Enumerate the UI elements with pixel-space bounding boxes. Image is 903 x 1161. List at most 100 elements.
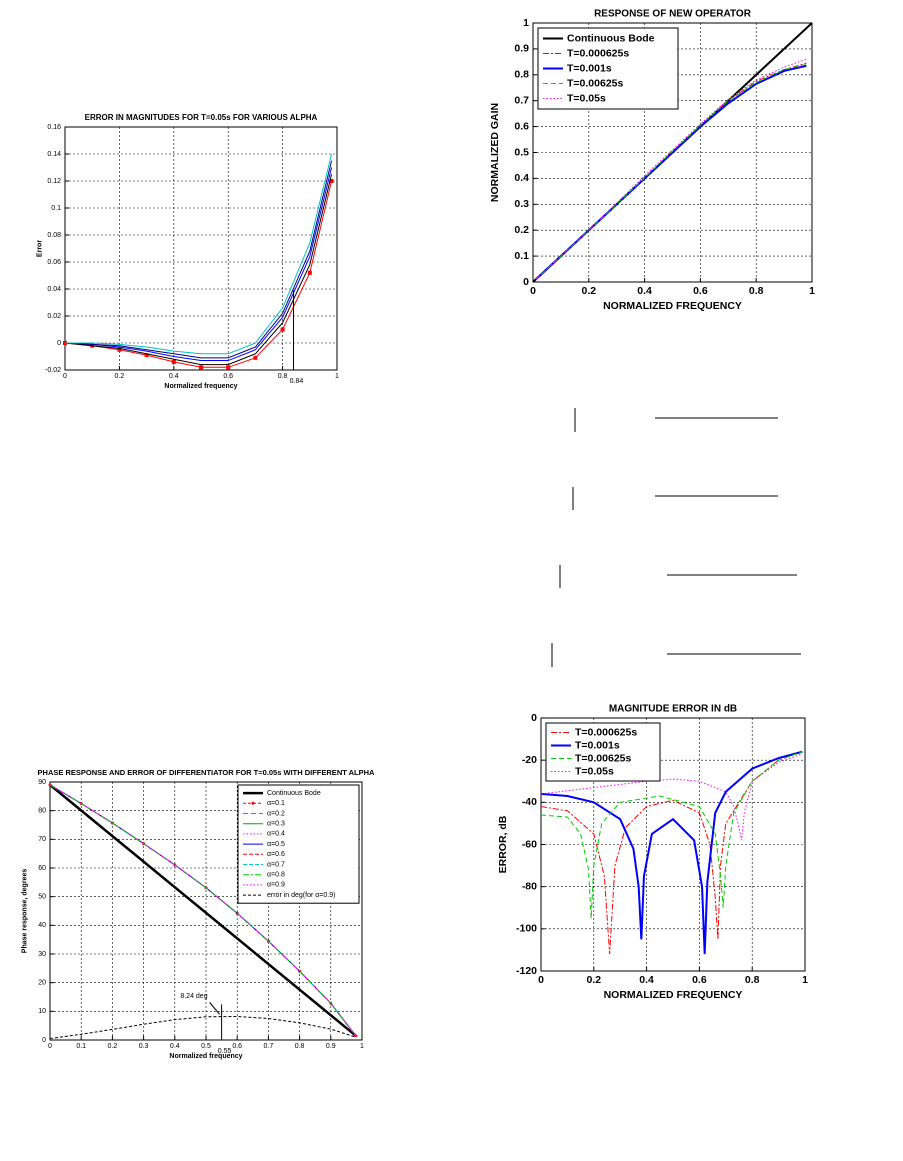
y-tick-label: 90 <box>38 779 46 786</box>
point-marker <box>199 365 203 370</box>
y-tick-label: 20 <box>38 980 46 987</box>
annotation-label: 8.24 deg <box>180 993 207 1000</box>
legend-label: T=0.000625s <box>567 47 629 59</box>
annotation-arrow <box>209 1002 220 1015</box>
y-tick-label: 0.02 <box>47 313 61 320</box>
y-axis-label: NORMALIZED GAIN <box>489 103 501 202</box>
y-tick-label: 0 <box>523 276 529 288</box>
plot-area <box>65 127 337 370</box>
y-tick-label: 0.9 <box>514 43 529 55</box>
chart: 0 0.2 0.4 0.6 0.8 1 -120 -100 -80 -60 -40 -20 0 MAGNI… <box>497 704 808 1001</box>
point-marker <box>253 355 258 360</box>
x-tick-label: 0.4 <box>637 285 652 297</box>
y-tick-label: -100 <box>516 923 537 935</box>
y-tick-label: 0 <box>531 712 537 724</box>
series-line <box>64 174 333 366</box>
legend-label: T=0.000625s <box>575 726 637 738</box>
y-tick-label: -60 <box>522 838 537 850</box>
y-tick-label: 60 <box>38 865 46 872</box>
y-tick-label: 0 <box>42 1037 46 1044</box>
legend-label: T=0.05s <box>575 765 614 777</box>
legend-label: T=0.00625s <box>575 752 632 764</box>
legend-marker <box>251 801 255 805</box>
legend-label: error in deg(for α=0.9) <box>267 892 335 899</box>
series-line <box>49 784 357 1037</box>
x-tick-label: 0.6 <box>692 974 707 986</box>
x-tick-label: 0.3 <box>139 1043 149 1050</box>
x-axis-label: Normalized frequency <box>169 1053 242 1060</box>
x-tick-label: 0.2 <box>586 974 601 986</box>
point-marker <box>144 353 149 358</box>
x-tick-label: 0.8 <box>749 285 764 297</box>
annotation-label: 0.55 <box>218 1048 232 1055</box>
y-tick-label: 0.12 <box>47 178 61 185</box>
y-tick-label: -40 <box>522 796 537 808</box>
y-tick-label: 40 <box>38 922 46 929</box>
y-tick-label: 0.04 <box>47 286 61 293</box>
x-tick-label: 0.9 <box>326 1043 336 1050</box>
equation-fragments <box>551 408 801 667</box>
y-tick-label: -120 <box>516 965 537 977</box>
chart-title: RESPONSE OF NEW OPERATOR <box>594 9 752 20</box>
x-tick-label: 0.8 <box>745 974 760 986</box>
point-marker <box>117 347 122 352</box>
series-line <box>540 751 803 955</box>
y-tick-label: 70 <box>38 836 46 843</box>
y-tick-label: 0 <box>57 340 61 347</box>
y-tick-label: 80 <box>38 808 46 815</box>
legend-label: Continuous Bode <box>267 790 321 797</box>
legend-label: Continuous Bode <box>567 32 655 44</box>
y-tick-label: -20 <box>522 754 537 766</box>
y-tick-label: 0.16 <box>47 124 61 131</box>
series-line <box>535 58 807 280</box>
legend-label: α=0.3 <box>267 821 285 828</box>
x-tick-label: 0 <box>538 974 544 986</box>
point-marker <box>307 270 312 275</box>
chart-title: PHASE RESPONSE AND ERROR OF DIFFERENTIAT… <box>38 768 375 777</box>
plot-frame <box>540 717 806 972</box>
x-tick-label: 0 <box>530 285 536 297</box>
plot-frame <box>532 22 813 283</box>
y-tick-label: 0.4 <box>514 172 529 184</box>
x-tick-label: 0.5 <box>201 1043 211 1050</box>
legend-label: α=0.2 <box>267 810 285 817</box>
y-tick-label: 0.8 <box>514 69 529 81</box>
legend-label: T=0.001s <box>567 62 612 74</box>
x-axis-label: Normalized frequency <box>164 383 237 390</box>
y-tick-label: 0.3 <box>514 198 529 210</box>
legend-label: α=0.1 <box>267 800 285 807</box>
series-line <box>49 783 357 1037</box>
chart: 0 0.2 0.4 0.6 0.8 1-0.0200.020.040.060.080.10… <box>37 113 339 390</box>
y-tick-label: 0.1 <box>51 205 61 212</box>
x-tick-label: 0.6 <box>232 1043 242 1050</box>
y-axis-label: Phase response, degrees <box>22 869 29 954</box>
y-tick-label: -0.02 <box>45 367 61 374</box>
y-tick-label: 0.1 <box>514 250 529 262</box>
x-tick-label: 1 <box>802 974 808 986</box>
legend-label: α=0.7 <box>267 861 285 868</box>
legend-label: α=0.6 <box>267 851 285 858</box>
point-marker <box>329 179 334 183</box>
y-axis-label: ERROR, dB <box>497 815 509 873</box>
y-tick-label: 0.5 <box>514 146 529 158</box>
legend-label: α=0.8 <box>267 872 285 879</box>
annotation-label: 0.84 <box>290 378 304 385</box>
chart-title: ERROR IN MAGNITUDES FOR T=0.05s FOR VARI… <box>85 113 318 122</box>
legend-label: T=0.001s <box>575 739 620 751</box>
y-tick-label: 0.08 <box>47 232 61 239</box>
series-line <box>64 167 333 362</box>
plot-frame <box>49 781 363 1041</box>
point-marker <box>280 327 285 332</box>
x-tick-label: 0.2 <box>108 1043 118 1050</box>
series-line <box>540 751 803 919</box>
y-tick-label: 50 <box>38 894 46 901</box>
x-axis-label: NORMALIZED FREQUENCY <box>604 989 743 1001</box>
y-tick-label: 30 <box>38 951 46 958</box>
x-tick-label: 0.6 <box>223 373 233 380</box>
x-tick-label: 0 <box>48 1043 52 1050</box>
plot-frame <box>64 126 338 371</box>
y-tick-label: 0.2 <box>514 224 529 236</box>
x-tick-label: 1 <box>335 373 339 380</box>
y-axis-label: Error <box>37 240 44 257</box>
